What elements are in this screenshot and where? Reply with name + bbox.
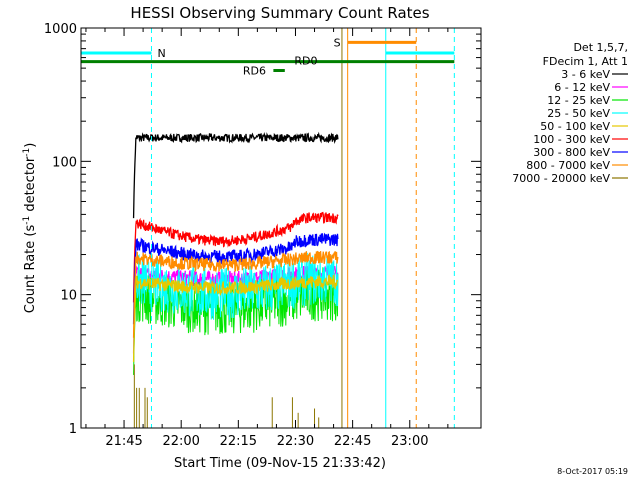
legend-header-line-1: Det 1,5,7,: [573, 41, 628, 54]
legend-entry-label: 3 - 6 keV: [561, 68, 610, 81]
legend-entry-label: 12 - 25 keV: [547, 94, 610, 107]
rd6-label: RD6: [243, 65, 266, 78]
legend-entry-label: 300 - 800 keV: [533, 146, 610, 159]
x-axis-label: Start Time (09-Nov-15 21:33:42): [174, 456, 386, 471]
generated-timestamp: 8-Oct-2017 05:19: [557, 467, 628, 476]
legend-entry-label: 50 - 100 keV: [540, 120, 610, 133]
series-line: [133, 267, 339, 375]
event-overlays: N S RD0 RD6: [80, 28, 455, 428]
y-tick-label: 1: [69, 422, 77, 437]
legend-entry-label: 800 - 7000 keV: [526, 159, 610, 172]
plot-frame: [80, 27, 482, 429]
data-traces: [132, 131, 339, 428]
y-axis: 1 10 100 1000: [44, 22, 481, 437]
legend-entry-label: 100 - 300 keV: [533, 133, 610, 146]
legend-entry-label: 7000 - 20000 keV: [512, 172, 610, 185]
y-tick-label: 100: [52, 155, 77, 170]
night-label: N: [157, 47, 165, 60]
legend-entry-label: 25 - 50 keV: [547, 107, 610, 120]
series-line: [132, 274, 339, 363]
x-tick-label: 22:15: [220, 434, 257, 449]
y-tick-label: 10: [60, 289, 77, 304]
legend-entry-label: 6 - 12 keV: [554, 81, 610, 94]
x-tick-label: 22:00: [162, 434, 199, 449]
x-tick-label: 22:45: [334, 434, 371, 449]
rd0-label: RD0: [294, 55, 317, 68]
x-tick-label: 21:45: [105, 434, 142, 449]
series-line: [132, 250, 339, 338]
series-line: [132, 211, 339, 303]
series-line: [132, 232, 339, 325]
y-axis-label: Count Rate (s-1 detector-1): [22, 143, 38, 314]
x-tick-label: 22:30: [277, 434, 314, 449]
legend-header-line-2: FDecim 1, Att 1: [543, 55, 628, 68]
y-tick-label: 1000: [44, 22, 77, 37]
x-axis: 21:45 22:00 22:15 22:30 22:45 23:00: [85, 28, 449, 449]
saa-label: S: [334, 36, 341, 49]
series-line: [132, 131, 339, 219]
chart-title: HESSI Observing Summary Count Rates: [130, 4, 429, 22]
x-tick-label: 23:00: [391, 434, 428, 449]
